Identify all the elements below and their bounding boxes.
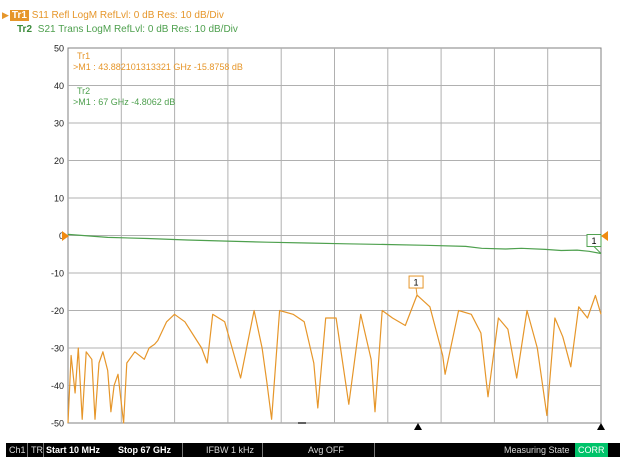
trace2-tag[interactable]: Tr2 bbox=[17, 24, 33, 35]
y-tick-label: 50 bbox=[54, 44, 64, 54]
correction-badge[interactable]: CORR bbox=[575, 443, 608, 457]
marker-flag-stem bbox=[415, 287, 418, 296]
status-divider bbox=[374, 443, 375, 457]
marker-flags: 11 bbox=[408, 234, 602, 296]
active-trace-arrow-icon: ▶ bbox=[2, 10, 9, 20]
y-tick-label: 10 bbox=[54, 194, 64, 204]
status-divider bbox=[43, 443, 44, 457]
stop-marker-triangle-icon[interactable] bbox=[597, 423, 605, 430]
stop-frequency[interactable]: Stop 67 GHz bbox=[118, 445, 172, 455]
y-tick-label: 0 bbox=[59, 231, 64, 241]
status-divider bbox=[182, 443, 183, 457]
status-bar: Ch1 TR Start 10 MHz Stop 67 GHz IFBW 1 k… bbox=[6, 443, 620, 457]
stimulus-marker-triangle-icon[interactable] bbox=[414, 423, 422, 430]
y-tick-label: -50 bbox=[51, 419, 64, 429]
status-divider bbox=[262, 443, 263, 457]
trace-series bbox=[67, 233, 602, 424]
marker-tr2-readout: >M1 : 67 GHz -4.8062 dB bbox=[73, 97, 175, 107]
trace1-header[interactable]: ▶ Tr1 S11 Refl LogM RefLvl: 0 dB Res: 10 … bbox=[2, 9, 224, 22]
marker-tr1-trace-label: Tr1 bbox=[77, 51, 90, 61]
y-tick-labels: 50 40 30 20 10 0 -10 -20 -30 -40 -50 bbox=[51, 44, 64, 429]
scroll-indicator[interactable] bbox=[298, 422, 306, 424]
marker-tr1-readout: >M1 : 43.882101313321 GHz -15.8758 dB bbox=[73, 62, 243, 72]
y-tick-label: -10 bbox=[51, 269, 64, 279]
reference-level-right-arrow-icon[interactable] bbox=[601, 231, 608, 241]
status-divider bbox=[27, 443, 28, 457]
start-frequency[interactable]: Start 10 MHz bbox=[46, 445, 101, 455]
plot-grid bbox=[67, 47, 602, 424]
series-line-tr2 bbox=[67, 233, 602, 255]
series-line-tr1 bbox=[67, 294, 602, 424]
marker-flag-stem bbox=[593, 246, 602, 254]
trace2-header[interactable]: Tr2 S21 Trans LogM RefLvl: 0 dB Res: 10 … bbox=[17, 24, 238, 36]
trace2-settings: S21 Trans LogM RefLvl: 0 dB Res: 10 dB/D… bbox=[37, 24, 238, 35]
y-tick-label: 20 bbox=[54, 156, 64, 166]
marker-flag-label: 1 bbox=[591, 236, 596, 246]
measuring-state: Measuring State bbox=[504, 445, 570, 455]
y-tick-label: 30 bbox=[54, 119, 64, 129]
averaging-setting[interactable]: Avg OFF bbox=[308, 445, 344, 455]
reference-level-left-arrow-icon[interactable] bbox=[62, 231, 69, 241]
trace-indicator[interactable]: TR bbox=[31, 445, 43, 455]
trace1-settings: S11 Refl LogM RefLvl: 0 dB Res: 10 dB/Di… bbox=[31, 10, 224, 21]
y-tick-label: -30 bbox=[51, 344, 64, 354]
y-tick-label: 40 bbox=[54, 81, 64, 91]
marker-flag-label: 1 bbox=[414, 278, 419, 288]
ifbw-setting[interactable]: IFBW 1 kHz bbox=[206, 445, 255, 455]
y-tick-label: -20 bbox=[51, 306, 64, 316]
marker-tr2-trace-label: Tr2 bbox=[77, 86, 90, 96]
trace1-tag[interactable]: Tr1 bbox=[9, 10, 29, 21]
channel-indicator[interactable]: Ch1 bbox=[9, 445, 26, 455]
y-tick-label: -40 bbox=[51, 381, 64, 391]
